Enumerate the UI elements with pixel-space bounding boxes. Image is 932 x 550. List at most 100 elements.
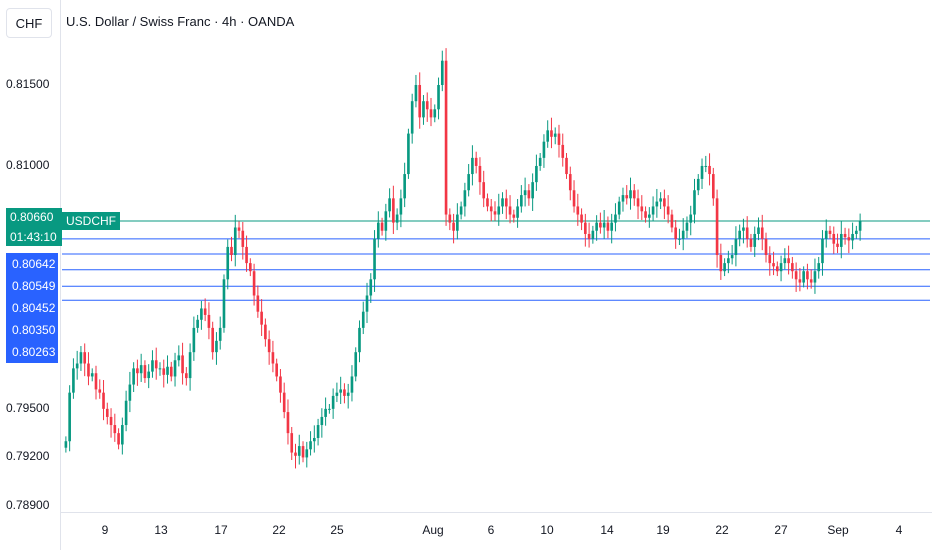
candle-body [230, 246, 233, 256]
candle-body [196, 319, 199, 328]
candle-body [369, 279, 373, 296]
candle-body [467, 174, 470, 191]
candle-body [162, 368, 166, 375]
current-price-value: 0.80660 [10, 210, 54, 224]
candle-body [553, 133, 557, 137]
candle-body [478, 165, 482, 183]
candle-body [858, 221, 862, 231]
candle-body [847, 237, 851, 241]
candle-body [395, 214, 399, 223]
candle-body [504, 198, 508, 207]
candle-body [192, 327, 196, 353]
candle-body [309, 441, 312, 450]
candle-body [75, 363, 79, 369]
price-level-tag: 0.80350 [6, 319, 58, 341]
candle-body [166, 366, 169, 375]
candle-body [670, 214, 674, 228]
candle-body [380, 222, 384, 231]
candle-body [606, 222, 610, 231]
x-tick-label: 10 [540, 523, 554, 537]
x-tick-label: 14 [600, 523, 614, 537]
candle-body [132, 368, 135, 385]
candle-body [459, 206, 463, 215]
y-tick-label: 0.79200 [6, 449, 50, 464]
symbol-label: USDCHF [62, 212, 120, 230]
candle-body [410, 101, 414, 134]
candle-body [343, 389, 346, 396]
candle-body [798, 279, 802, 283]
candle-body [301, 446, 305, 458]
candle-body [696, 178, 700, 191]
candle-body [516, 206, 519, 218]
candle-body [809, 279, 813, 283]
candle-body [399, 198, 403, 215]
candle-body [708, 165, 711, 175]
candle-body [376, 222, 380, 239]
candle-body [279, 376, 282, 393]
candle-body [561, 144, 565, 158]
candle-body [632, 190, 636, 199]
candle-body [169, 366, 173, 377]
candle-body [361, 311, 365, 328]
candle-body [181, 355, 184, 374]
candle-body [636, 198, 640, 207]
candle-body [723, 263, 726, 272]
candle-body [550, 130, 553, 137]
candle-body [373, 238, 376, 280]
candle-body [136, 368, 139, 374]
candle-body [715, 198, 719, 256]
candle-body [452, 222, 455, 231]
candle-body [233, 227, 237, 256]
candle-body [659, 198, 662, 202]
candle-body [151, 360, 154, 372]
candle-body [772, 263, 775, 267]
candle-body [693, 190, 696, 215]
candle-body [324, 408, 327, 417]
candle-body [587, 233, 591, 239]
candle-body [655, 201, 659, 207]
candle-body [727, 258, 730, 264]
currency-button[interactable]: CHF [6, 8, 52, 38]
candle-body [813, 271, 817, 283]
candle-body [851, 233, 854, 241]
candle-body [113, 425, 117, 434]
candle-body [806, 271, 809, 280]
x-tick-label: 13 [154, 523, 168, 537]
current-price-tag: 0.80660 01:43:10 [6, 208, 62, 246]
candle-body [745, 227, 749, 239]
x-tick-label: 22 [272, 523, 286, 537]
candle-body [433, 109, 437, 118]
candle-body [102, 392, 105, 409]
candle-body [429, 109, 433, 118]
candle-body [730, 255, 734, 259]
candle-body [252, 271, 256, 296]
candle-body [384, 211, 388, 231]
x-tick-label: 25 [330, 523, 344, 537]
candle-body [802, 271, 805, 283]
candle-body [83, 352, 87, 364]
x-tick-label: 17 [214, 523, 228, 537]
candle-body [787, 258, 790, 264]
y-tick-label: 0.81500 [6, 77, 50, 91]
candle-body [666, 206, 670, 215]
candle-body [681, 230, 685, 239]
candle-body [629, 190, 632, 199]
x-tick-label: 6 [487, 523, 495, 537]
y-tick-label: 0.79500 [6, 400, 50, 415]
candle-body [339, 389, 342, 393]
candle-body [663, 198, 666, 207]
candle-body [474, 157, 478, 166]
candle-body [117, 433, 120, 445]
candle-body [90, 373, 94, 377]
candle-body [794, 271, 798, 280]
candle-body [403, 174, 406, 199]
candle-body [591, 230, 595, 239]
candle-body [520, 195, 523, 207]
candle-body [791, 263, 794, 272]
price-level-tag: 0.80263 [6, 341, 58, 363]
x-tick-label: Sep [827, 523, 849, 537]
candle-body [768, 255, 772, 264]
candle-body [275, 363, 278, 377]
candle-body [256, 295, 260, 312]
